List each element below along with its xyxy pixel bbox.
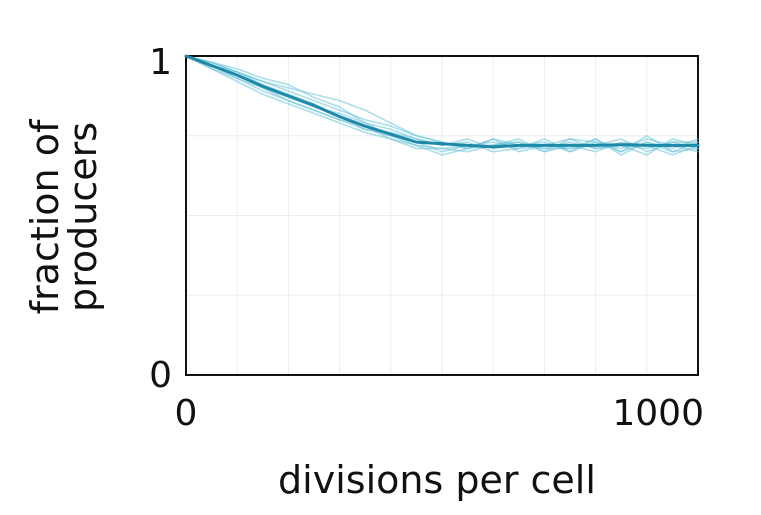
y-axis-label-line-1: fraction of: [23, 118, 67, 314]
plot-border: [185, 55, 699, 376]
plot-frame: [185, 55, 699, 376]
mean-line: [184, 54, 700, 149]
x-tick-label-right: 1000: [612, 393, 704, 434]
y-tick-label-bottom: 0: [149, 355, 172, 396]
x-tick-label-left: 0: [175, 393, 198, 434]
replicate-line: [185, 55, 699, 153]
mean-series-group: [184, 54, 700, 149]
y-axis-label-line-2: producers: [61, 122, 105, 312]
replicate-line: [185, 55, 699, 153]
x-axis-label: divisions per cell: [278, 458, 596, 502]
grid-group: [186, 56, 698, 375]
y-tick-label-top: 1: [149, 42, 172, 83]
